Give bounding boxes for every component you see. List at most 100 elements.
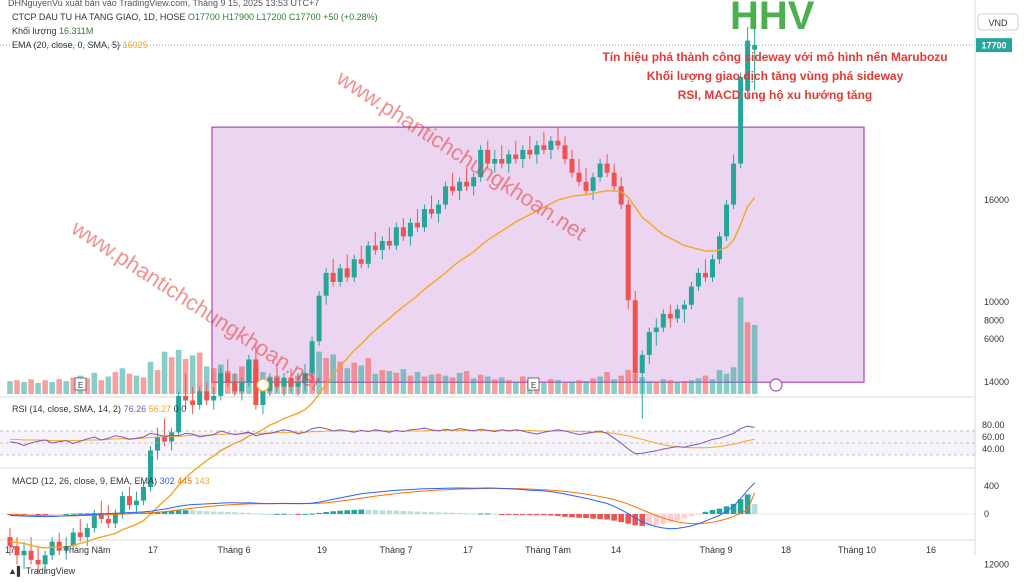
currency-label: VND — [988, 18, 1008, 28]
volume-bar — [70, 377, 77, 394]
ohlc-open: O17700 — [187, 12, 220, 22]
macd-tick-label: 400 — [984, 481, 999, 491]
candle-body — [611, 172, 617, 187]
volume-bar — [84, 378, 91, 394]
candle-body — [197, 391, 203, 405]
volume-bar — [569, 382, 575, 394]
candle-body — [84, 527, 90, 538]
volume-bar — [49, 382, 55, 394]
volume-bar — [414, 371, 421, 394]
volume-bar — [653, 382, 660, 394]
macd-histogram-bar — [660, 514, 667, 524]
volume-bar — [513, 382, 519, 394]
macd-histogram-bar — [260, 513, 266, 515]
volume-bar — [688, 380, 695, 394]
time-axis-label: Tháng 7 — [379, 545, 412, 555]
macd-histogram-bar — [217, 511, 224, 514]
publisher-line: DHNguyenVu xuất bản vào TradingView.com,… — [8, 0, 320, 8]
volume-bar — [723, 373, 730, 394]
macd-histogram-bar — [548, 514, 554, 516]
macd-histogram-bar — [541, 514, 547, 516]
volume-bar — [14, 380, 20, 394]
candle-body — [267, 377, 273, 392]
price-tick-label: 10000 — [984, 297, 1009, 307]
volume-bar — [7, 381, 13, 394]
volume-bar — [316, 351, 322, 394]
macd-histogram-bar — [21, 514, 27, 515]
candle-body — [471, 177, 477, 187]
candle-body — [457, 181, 463, 191]
volume-bar — [709, 379, 716, 394]
macd-histogram-bar — [288, 513, 294, 515]
volume-bar — [168, 357, 175, 394]
candle-body — [302, 373, 308, 383]
candle-body — [674, 309, 680, 319]
candle-body — [695, 272, 701, 287]
ema-legend: EMA (20, close, 0, SMA, 5) 16025 — [12, 40, 148, 50]
candle-body — [260, 391, 266, 405]
macd-histogram-bar — [224, 511, 231, 514]
macd-histogram-bar — [639, 514, 646, 526]
annotation-line-3: RSI, MACD ủng hộ xu hướng tăng — [677, 88, 873, 102]
volume-bar — [646, 381, 653, 394]
volume-bar — [737, 297, 744, 394]
macd-histogram-bar — [744, 494, 751, 514]
macd-histogram-bar — [428, 512, 435, 514]
macd-histogram-bar — [28, 514, 34, 515]
candle-body — [42, 555, 48, 565]
candle-body — [499, 159, 505, 164]
volume-bar — [730, 367, 737, 394]
macd-histogram-bar — [520, 514, 526, 515]
tradingview-logo-icon: ▲▌ — [8, 566, 26, 576]
candle-body — [527, 149, 533, 155]
volume-bar — [632, 373, 639, 394]
candle-body — [436, 204, 442, 214]
macd-histogram-bar — [351, 509, 358, 514]
earnings-marker-icon — [527, 377, 540, 391]
volume-bar — [161, 351, 168, 394]
rsi-tick-label: 80.00 — [982, 420, 1005, 430]
volume-bar — [358, 365, 365, 394]
macd-histogram-bar — [737, 499, 744, 514]
macd-histogram-bar — [63, 513, 69, 515]
macd-histogram-bar — [681, 514, 688, 519]
candle-body — [372, 245, 378, 251]
macd-histogram-bar — [189, 510, 196, 514]
candle-body — [358, 259, 364, 264]
macd-histogram-bar — [35, 514, 41, 515]
price-tick-label: 6000 — [984, 334, 1004, 344]
volume-bar — [56, 379, 62, 394]
candle-body — [625, 204, 631, 301]
candle-body — [70, 532, 76, 547]
macd-histogram-bar — [358, 509, 365, 514]
volume-bar — [400, 369, 407, 394]
macd-histogram-bar — [534, 514, 540, 516]
time-axis-label: 14 — [611, 545, 621, 555]
macd-histogram-bar — [386, 510, 393, 514]
macd-histogram-bar — [175, 510, 182, 514]
volume-bar — [140, 377, 147, 394]
volume-bar — [555, 380, 561, 394]
rsi-line — [9, 425, 755, 455]
volume-bar — [548, 379, 554, 394]
candle-body — [478, 149, 484, 178]
candle-body — [176, 395, 182, 433]
candle-body — [365, 245, 371, 264]
macd-histogram-bar — [653, 514, 660, 526]
candle-body — [393, 227, 399, 246]
volume-bar — [344, 368, 350, 394]
candle-body — [604, 163, 610, 173]
volume-bar — [105, 376, 112, 394]
macd-histogram-bar — [463, 513, 470, 515]
candle-body — [246, 359, 252, 383]
candle-body — [407, 222, 413, 237]
time-axis-label: 16 — [926, 545, 936, 555]
candle-body — [485, 149, 491, 164]
macd-histogram-bar — [246, 512, 252, 514]
macd-histogram-bar — [583, 514, 589, 519]
candle-body — [98, 514, 104, 519]
macd-histogram-bar — [421, 511, 428, 514]
candle-body — [281, 377, 287, 387]
